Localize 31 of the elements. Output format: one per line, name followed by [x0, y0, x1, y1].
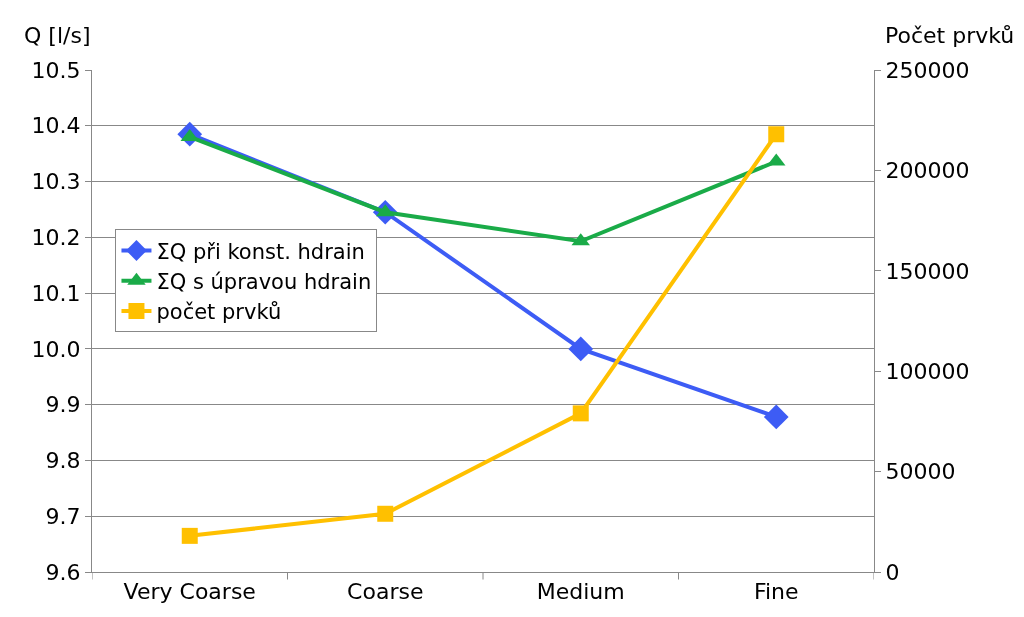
y2-tick-label: 150000	[885, 258, 970, 284]
point	[568, 336, 594, 362]
y2-tick-label: 100000	[885, 358, 970, 384]
y-tick-label: 9.8	[45, 448, 81, 474]
y-tick-label: 10.5	[31, 57, 81, 83]
x-tick-label: Fine	[753, 579, 799, 605]
point	[377, 505, 394, 522]
y-tick-label: 9.6	[45, 559, 81, 585]
y-axis-title: Q [l/s]	[24, 23, 91, 48]
y2-tick-label: 250000	[885, 57, 970, 83]
y-tick-label: 10.4	[31, 113, 81, 139]
y-tick-label: 10.1	[31, 280, 81, 306]
point	[768, 126, 785, 143]
point	[763, 404, 789, 430]
y2-axis-title: Počet prvků	[885, 23, 1015, 48]
y2-tick-label: 50000	[885, 459, 956, 485]
legend-label: počet prvků	[156, 300, 282, 325]
x-tick-label: Coarse	[347, 579, 424, 605]
y-tick-label: 9.9	[45, 392, 81, 418]
y-tick-label: 10.2	[31, 225, 81, 251]
point	[181, 527, 198, 544]
legend-label: ΣQ s úpravou hdrain	[156, 269, 372, 294]
legend-label: ΣQ při konst. hdrain	[156, 239, 365, 264]
y2-tick-label: 0	[885, 559, 900, 585]
y-tick-label: 10.3	[31, 169, 81, 195]
y-tick-label: 10.0	[31, 336, 81, 362]
x-tick-label: Medium	[536, 579, 625, 605]
y2-tick-label: 200000	[885, 158, 970, 184]
y-tick-label: 9.7	[45, 503, 81, 529]
point	[572, 405, 589, 422]
x-tick-label: Very Coarse	[123, 579, 256, 605]
